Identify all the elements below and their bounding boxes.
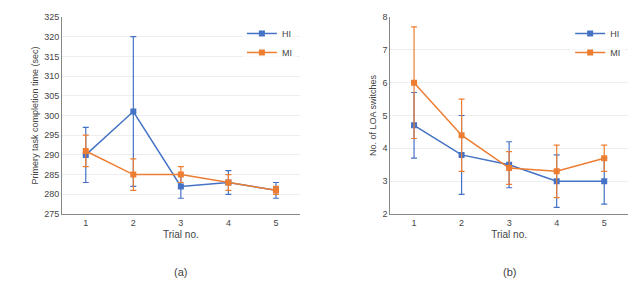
svg-text:8: 8: [382, 12, 387, 22]
svg-text:HI: HI: [610, 29, 619, 39]
svg-text:285: 285: [44, 170, 59, 180]
svg-text:5: 5: [602, 218, 607, 228]
svg-text:(a): (a): [174, 266, 187, 278]
svg-text:290: 290: [44, 150, 59, 160]
svg-text:7: 7: [382, 45, 387, 55]
svg-text:Trial no.: Trial no.: [163, 229, 199, 240]
svg-text:Primery task completion time (: Primery task completion time (sec): [30, 46, 40, 184]
svg-text:4: 4: [226, 218, 231, 228]
svg-text:275: 275: [44, 209, 59, 219]
svg-text:2: 2: [382, 209, 387, 219]
svg-text:5: 5: [273, 218, 278, 228]
svg-text:MI: MI: [610, 48, 620, 58]
svg-text:6: 6: [382, 78, 387, 88]
svg-text:295: 295: [44, 130, 59, 140]
svg-text:310: 310: [44, 71, 59, 81]
svg-text:4: 4: [554, 218, 559, 228]
svg-text:320: 320: [44, 32, 59, 42]
svg-text:2: 2: [131, 218, 136, 228]
svg-text:5: 5: [382, 111, 387, 121]
svg-text:4: 4: [382, 143, 387, 153]
svg-text:3: 3: [178, 218, 183, 228]
svg-text:No. of LOA switches: No. of LOA switches: [368, 74, 378, 156]
svg-text:2: 2: [459, 218, 464, 228]
svg-text:MI: MI: [282, 48, 292, 58]
svg-text:(b): (b): [503, 266, 516, 278]
svg-text:3: 3: [382, 176, 387, 186]
svg-text:280: 280: [44, 189, 59, 199]
svg-text:Trial no.: Trial no.: [491, 229, 527, 240]
svg-text:305: 305: [44, 91, 59, 101]
svg-text:325: 325: [44, 12, 59, 22]
svg-text:HI: HI: [282, 29, 291, 39]
svg-text:300: 300: [44, 111, 59, 121]
svg-text:315: 315: [44, 52, 59, 62]
svg-text:3: 3: [507, 218, 512, 228]
svg-text:1: 1: [83, 218, 88, 228]
svg-text:1: 1: [412, 218, 417, 228]
